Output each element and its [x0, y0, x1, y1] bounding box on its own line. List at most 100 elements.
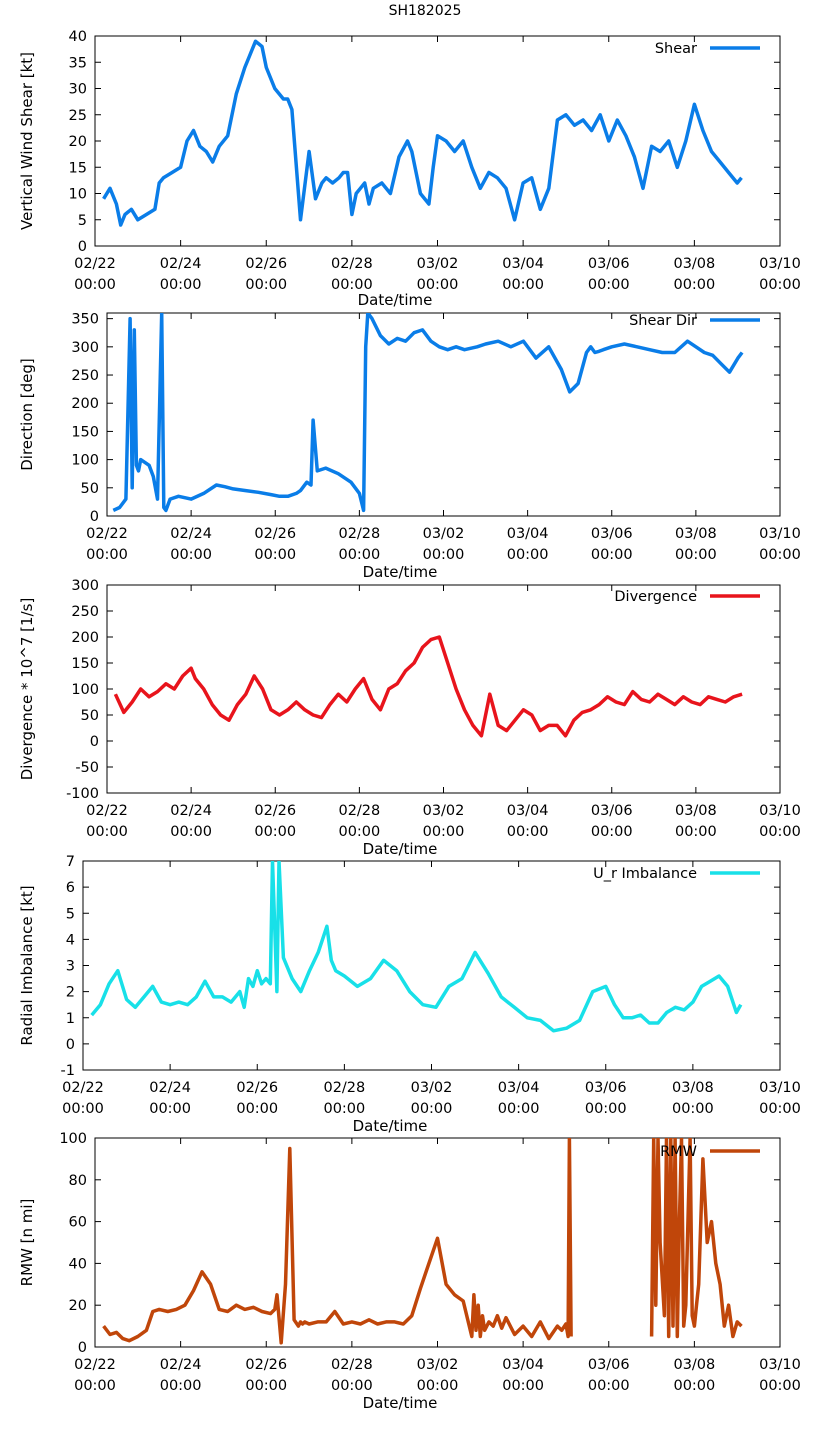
- chart-panel-rmw: 0 20 40 60 80 100 02/22 00:00 02/24 00:00 02/26 00:…: [18, 1131, 801, 1412]
- y-tick-label: 100: [71, 453, 99, 469]
- chart-panel-shear: 0 5 10 15 20 25 30 35 40 02/22 00:00 02/24 00:00 02/2…: [18, 29, 801, 309]
- y-axis-label: Radial Imbalance [kt]: [18, 885, 36, 1045]
- y-axis-label: Divergence * 10^7 [1/s]: [18, 598, 36, 781]
- plot-frame: [82, 860, 781, 1071]
- x-tick-label-date: 02/26: [245, 1357, 287, 1373]
- y-tick-label: 0: [78, 239, 87, 255]
- y-tick-label: 100: [71, 682, 99, 698]
- x-tick-label-date: 03/10: [759, 1080, 801, 1096]
- x-tick-label-time: 00:00: [502, 1378, 544, 1394]
- series-line-divergence-0: [113, 635, 743, 738]
- chart-panel-divergence: -100 -50 0 50 100 150 200 250 300 02/22 00:00 02/24…: [18, 578, 801, 858]
- x-tick-label-date: 02/24: [160, 1357, 202, 1373]
- legend-label: Divergence: [614, 589, 697, 605]
- x-tick-label-date: 02/26: [254, 526, 296, 542]
- y-tick-label: 6: [66, 880, 75, 896]
- x-tick-label-time: 00:00: [417, 277, 459, 293]
- y-tick-label: -100: [66, 786, 99, 802]
- x-tick-label-date: 03/06: [591, 803, 633, 819]
- series-group: [113, 635, 743, 738]
- y-tick-label: 80: [69, 1173, 87, 1189]
- series-group: [102, 39, 743, 227]
- x-tick-label-time: 00:00: [86, 824, 128, 840]
- x-tick-label-time: 00:00: [338, 824, 380, 840]
- x-tick-label-time: 00:00: [507, 547, 549, 563]
- x-tick-label-time: 00:00: [338, 547, 380, 563]
- y-tick-label: 7: [66, 854, 75, 870]
- x-tick-label-date: 03/02: [417, 1357, 459, 1373]
- x-tick-label-time: 00:00: [588, 277, 630, 293]
- y-tick-label: 0: [90, 734, 99, 750]
- x-tick-label-date: 02/22: [86, 526, 128, 542]
- x-tick-label-date: 02/28: [323, 1080, 365, 1096]
- y-axis-label: RMW [n mi]: [18, 1199, 36, 1287]
- x-tick-label-date: 02/24: [170, 526, 212, 542]
- y-tick-label: 20: [69, 134, 87, 150]
- x-tick-label-time: 00:00: [170, 824, 212, 840]
- y-tick-label: 250: [71, 604, 99, 620]
- x-tick-label-date: 02/26: [236, 1080, 278, 1096]
- x-tick-label-time: 00:00: [759, 824, 801, 840]
- series-group: [90, 861, 743, 1033]
- x-tick-label-date: 03/10: [759, 526, 801, 542]
- x-tick-label-date: 03/10: [759, 803, 801, 819]
- x-tick-label-time: 00:00: [170, 547, 212, 563]
- x-tick-label-time: 00:00: [591, 547, 633, 563]
- y-tick-label: -50: [75, 760, 99, 776]
- x-tick-label-time: 00:00: [591, 824, 633, 840]
- x-tick-label-time: 00:00: [86, 547, 128, 563]
- y-tick-label: 5: [66, 906, 75, 922]
- x-tick-label-date: 03/04: [502, 1357, 544, 1373]
- x-tick-label-time: 00:00: [588, 1378, 630, 1394]
- x-tick-label-date: 02/26: [254, 803, 296, 819]
- x-tick-label-time: 00:00: [323, 1101, 365, 1117]
- x-tick-label-date: 03/06: [588, 256, 630, 272]
- x-tick-label-time: 00:00: [673, 1378, 715, 1394]
- legend-label: Shear Dir: [629, 313, 697, 329]
- series-line-shear-0: [102, 39, 743, 227]
- x-tick-label-date: 03/08: [672, 1080, 714, 1096]
- y-tick-label: 40: [69, 29, 87, 45]
- y-tick-label: 1: [66, 1011, 75, 1027]
- x-tick-label-date: 03/08: [673, 256, 715, 272]
- x-tick-label-date: 02/22: [74, 1357, 116, 1373]
- y-tick-label: 20: [69, 1298, 87, 1314]
- x-tick-label-date: 02/26: [245, 256, 287, 272]
- x-tick-label-date: 03/08: [673, 1357, 715, 1373]
- x-tick-label-date: 03/02: [423, 803, 465, 819]
- x-tick-label-date: 03/02: [417, 256, 459, 272]
- y-tick-label: 300: [71, 578, 99, 594]
- x-tick-label-time: 00:00: [759, 277, 801, 293]
- y-tick-label: 0: [78, 1340, 87, 1356]
- x-tick-label-time: 00:00: [254, 547, 296, 563]
- x-tick-label-date: 02/22: [86, 803, 128, 819]
- y-tick-label: 50: [81, 708, 99, 724]
- x-tick-label-date: 03/06: [585, 1080, 627, 1096]
- x-tick-label-date: 03/08: [675, 803, 717, 819]
- x-axis-label: Date/time: [353, 1117, 428, 1135]
- x-tick-label-time: 00:00: [411, 1101, 453, 1117]
- x-tick-label-time: 00:00: [423, 547, 465, 563]
- x-tick-label-date: 02/24: [160, 256, 202, 272]
- x-tick-label-date: 03/08: [675, 526, 717, 542]
- y-tick-label: 50: [81, 481, 99, 497]
- series-line-rmw-1: [649, 1138, 743, 1339]
- y-tick-label: 10: [69, 187, 87, 203]
- y-tick-label: 200: [71, 630, 99, 646]
- x-tick-label-date: 03/10: [759, 256, 801, 272]
- x-tick-label-time: 00:00: [423, 824, 465, 840]
- y-tick-label: 5: [78, 213, 87, 229]
- y-axis-label: Vertical Wind Shear [kt]: [18, 52, 36, 230]
- x-tick-label-date: 02/28: [338, 526, 380, 542]
- x-tick-label-date: 02/24: [149, 1080, 191, 1096]
- y-tick-label: 15: [69, 160, 87, 176]
- y-axis-label: Direction [deg]: [18, 358, 36, 471]
- x-axis-label: Date/time: [363, 563, 438, 581]
- x-tick-label-date: 03/04: [498, 1080, 540, 1096]
- x-tick-label-date: 03/10: [759, 1357, 801, 1373]
- plot-frame: [106, 584, 781, 794]
- y-tick-label: 3: [66, 959, 75, 975]
- y-tick-label: 250: [71, 368, 99, 384]
- x-tick-label-date: 02/22: [62, 1080, 104, 1096]
